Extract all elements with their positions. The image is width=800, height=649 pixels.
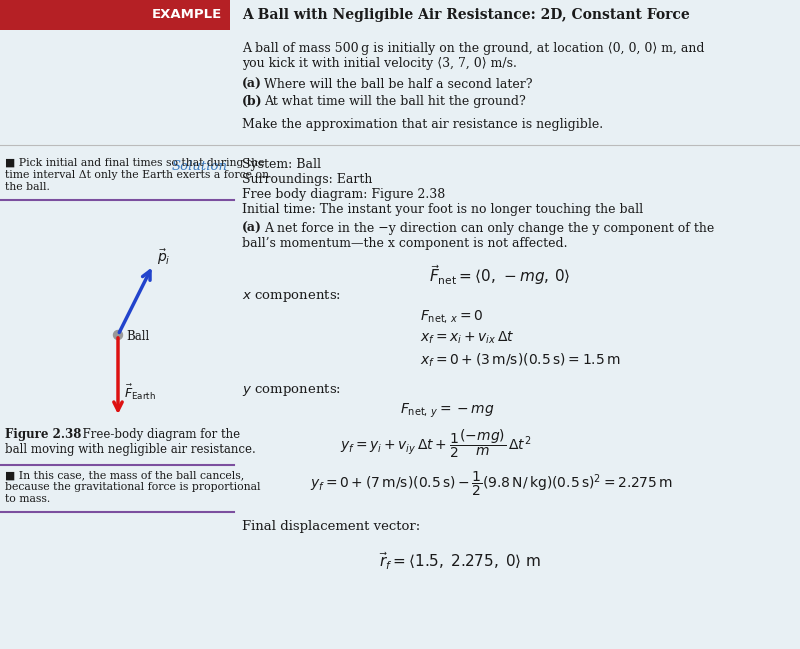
Text: ■ In this case, the mass of the ball cancels,: ■ In this case, the mass of the ball can… [5,470,244,480]
Text: Surroundings: Earth: Surroundings: Earth [242,173,372,186]
Text: (a): (a) [242,78,262,91]
Text: $y_f = 0 + (7\,\mathrm{m/s})(0.5\,\mathrm{s}) - \dfrac{1}{2}(9.8\,\mathrm{N/\,kg: $y_f = 0 + (7\,\mathrm{m/s})(0.5\,\mathr… [310,470,673,498]
Text: $y$ components:: $y$ components: [242,382,341,398]
Bar [0,0,230,30]
Text: $F_{\mathrm{net},\,y} = -mg$: $F_{\mathrm{net},\,y} = -mg$ [400,402,494,421]
Text: System: Ball: System: Ball [242,158,321,171]
Text: because the gravitational force is proportional: because the gravitational force is propo… [5,482,261,492]
Text: Solution: Solution [172,160,228,173]
Circle shape [114,330,122,339]
Text: ■ Pick initial and final times so that during the: ■ Pick initial and final times so that d… [5,158,265,168]
Text: EXAMPLE: EXAMPLE [152,8,222,21]
Text: Ball: Ball [126,330,150,343]
Text: A net force in the −y direction can only change the y component of the: A net force in the −y direction can only… [264,222,714,235]
Text: Figure 2.38: Figure 2.38 [5,428,82,441]
Text: the ball.: the ball. [5,182,50,192]
Text: At what time will the ball hit the ground?: At what time will the ball hit the groun… [264,95,526,108]
Text: Final displacement vector:: Final displacement vector: [242,520,420,533]
Text: (b): (b) [242,95,262,108]
Text: $x_f = x_i + v_{ix}\,\Delta t$: $x_f = x_i + v_{ix}\,\Delta t$ [420,330,514,347]
Text: $\vec{F}_\mathrm{Earth}$: $\vec{F}_\mathrm{Earth}$ [124,383,156,402]
Text: (a): (a) [242,222,262,235]
Text: to mass.: to mass. [5,494,50,504]
Text: ball’s momentum—the x component is not affected.: ball’s momentum—the x component is not a… [242,237,567,250]
Text: you kick it with initial velocity ⟨3, 7, 0⟩ m/s.: you kick it with initial velocity ⟨3, 7,… [242,57,517,70]
Text: time interval Δt only the Earth exerts a force on: time interval Δt only the Earth exerts a… [5,170,269,180]
Bar [0,0,800,195]
Text: Initial time: The instant your foot is no longer touching the ball: Initial time: The instant your foot is n… [242,203,643,216]
Text: $\vec{p}_i$: $\vec{p}_i$ [157,247,170,267]
Text: $F_{\mathrm{net},\,x} = 0$: $F_{\mathrm{net},\,x} = 0$ [420,308,483,325]
Text: Make the approximation that air resistance is negligible.: Make the approximation that air resistan… [242,118,603,131]
Text: $x$ components:: $x$ components: [242,288,341,304]
Text: $\vec{r}_f = \langle 1.5,\; 2.275,\; 0\rangle\;\mathrm{m}$: $\vec{r}_f = \langle 1.5,\; 2.275,\; 0\r… [379,550,541,572]
Text: ball moving with negligible air resistance.: ball moving with negligible air resistan… [5,443,256,456]
Text: $\vec{F}_\mathrm{net} = \langle 0,\,-mg,\, 0\rangle$: $\vec{F}_\mathrm{net} = \langle 0,\,-mg,… [430,263,570,287]
Text: Free body diagram: Figure 2.38: Free body diagram: Figure 2.38 [242,188,446,201]
Text: $x_f = 0 + (3\,\mathrm{m/s})(0.5\,\mathrm{s}) = 1.5\,\mathrm{m}$: $x_f = 0 + (3\,\mathrm{m/s})(0.5\,\mathr… [420,352,621,369]
Text: $y_f = y_i + v_{iy}\,\Delta t + \dfrac{1}{2}\dfrac{(-mg)}{m}\,\Delta t^2$: $y_f = y_i + v_{iy}\,\Delta t + \dfrac{1… [340,428,531,460]
Text: Free-body diagram for the: Free-body diagram for the [75,428,240,441]
Text: Where will the ball be half a second later?: Where will the ball be half a second lat… [264,78,533,91]
Text: A Ball with Negligible Air Resistance: 2D, Constant Force: A Ball with Negligible Air Resistance: 2… [242,8,690,22]
Text: A ball of mass 500 g is initially on the ground, at location ⟨0, 0, 0⟩ m, and: A ball of mass 500 g is initially on the… [242,42,705,55]
